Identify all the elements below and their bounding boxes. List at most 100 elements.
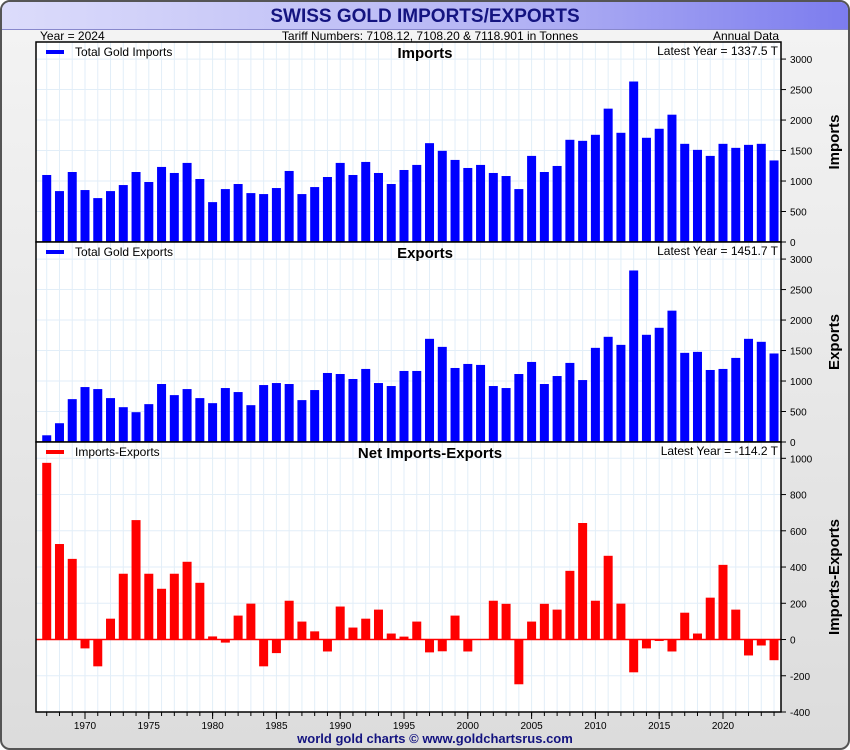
bar-2021 [731, 147, 741, 242]
y-tick-label: 1500 [790, 347, 813, 358]
bar-1982 [233, 184, 243, 242]
panel-title: Net Imports-Exports [358, 445, 502, 462]
bar-2013 [629, 81, 639, 242]
bar-2001 [476, 364, 486, 442]
bar-2022 [744, 338, 754, 442]
bar-2005 [527, 155, 537, 242]
bar-1992 [361, 161, 371, 242]
y-tick-label: 1000 [790, 177, 813, 188]
bar-2008 [565, 139, 575, 242]
bar-2005 [527, 621, 537, 640]
bar-2024 [769, 353, 779, 442]
bar-2010 [590, 600, 600, 640]
bar-2015 [654, 327, 664, 442]
bar-1985 [271, 188, 281, 242]
bar-1979 [195, 179, 205, 242]
bar-1994 [386, 184, 396, 242]
bar-2007 [552, 165, 562, 242]
bar-2008 [565, 362, 575, 442]
bar-2014 [641, 334, 651, 442]
bar-1987 [297, 621, 307, 640]
bar-1990 [335, 606, 345, 640]
y-tick-label: 1000 [790, 377, 813, 388]
bar-1978 [182, 162, 192, 242]
bar-1969 [67, 558, 77, 640]
bar-2024 [769, 160, 779, 242]
legend-swatch [46, 450, 64, 454]
bar-2021 [731, 357, 741, 442]
y-tick-label: 0 [790, 636, 796, 647]
y-tick-label: 2000 [790, 316, 813, 327]
bar-1982 [233, 392, 243, 442]
bar-2012 [616, 603, 626, 640]
bar-1971 [93, 198, 103, 242]
bar-1974 [131, 412, 141, 442]
bar-2001 [476, 164, 486, 242]
bar-1968 [54, 423, 64, 442]
bar-2004 [514, 189, 524, 242]
bar-1984 [259, 639, 269, 667]
bar-2009 [578, 523, 588, 640]
x-tick-label: 1985 [265, 721, 288, 732]
x-tick-label: 1995 [393, 721, 416, 732]
bar-1998 [437, 150, 447, 242]
bar-2013 [629, 639, 639, 673]
bar-2013 [629, 270, 639, 442]
bar-1996 [412, 621, 422, 640]
bar-2006 [539, 603, 549, 640]
bar-1989 [322, 177, 332, 242]
bar-2018 [692, 633, 702, 640]
bar-1975 [144, 182, 154, 242]
bar-1967 [42, 174, 52, 242]
x-tick-label: 2000 [457, 721, 480, 732]
bar-1979 [195, 582, 205, 640]
x-tick-label: 1990 [329, 721, 352, 732]
bar-1987 [297, 400, 307, 442]
bar-1991 [348, 379, 358, 442]
bar-1978 [182, 561, 192, 640]
title-bar: SWISS GOLD IMPORTS/EXPORTS [2, 2, 848, 30]
bar-1970 [80, 387, 90, 442]
bar-1972 [106, 398, 116, 442]
bar-1972 [106, 618, 116, 640]
bar-2011 [603, 555, 613, 640]
bar-1987 [297, 194, 307, 242]
bar-1983 [246, 193, 256, 242]
bar-2007 [552, 376, 562, 442]
bar-1972 [106, 191, 116, 242]
y-tick-label: 2500 [790, 86, 813, 97]
y-tick-label: 800 [790, 491, 807, 502]
bar-2017 [680, 352, 690, 442]
y-tick-label: 2000 [790, 116, 813, 127]
legend-swatch [46, 50, 64, 54]
bar-1999 [450, 159, 460, 242]
bar-2014 [641, 639, 651, 649]
bar-1997 [425, 639, 435, 653]
bar-1996 [412, 370, 422, 442]
bar-1993 [373, 172, 383, 242]
bar-1998 [437, 346, 447, 442]
bar-1969 [67, 172, 77, 242]
bar-1985 [271, 383, 281, 442]
bar-2000 [463, 639, 473, 652]
bar-2022 [744, 144, 754, 242]
legend-label: Imports-Exports [75, 445, 160, 459]
bar-1994 [386, 386, 396, 442]
bar-1986 [284, 384, 294, 442]
bar-2018 [692, 149, 702, 242]
bar-1989 [322, 372, 332, 442]
bar-2024 [769, 639, 779, 661]
bar-2017 [680, 612, 690, 640]
bar-2022 [744, 639, 754, 656]
panel-title: Imports [397, 45, 452, 62]
legend-label: Total Gold Imports [75, 45, 172, 59]
bar-1982 [233, 615, 243, 640]
bar-1986 [284, 170, 294, 242]
bar-1988 [310, 390, 320, 442]
bar-2005 [527, 361, 537, 442]
bar-2023 [756, 341, 766, 442]
bar-1973 [118, 573, 128, 640]
bar-2007 [552, 609, 562, 640]
bar-2009 [578, 140, 588, 242]
